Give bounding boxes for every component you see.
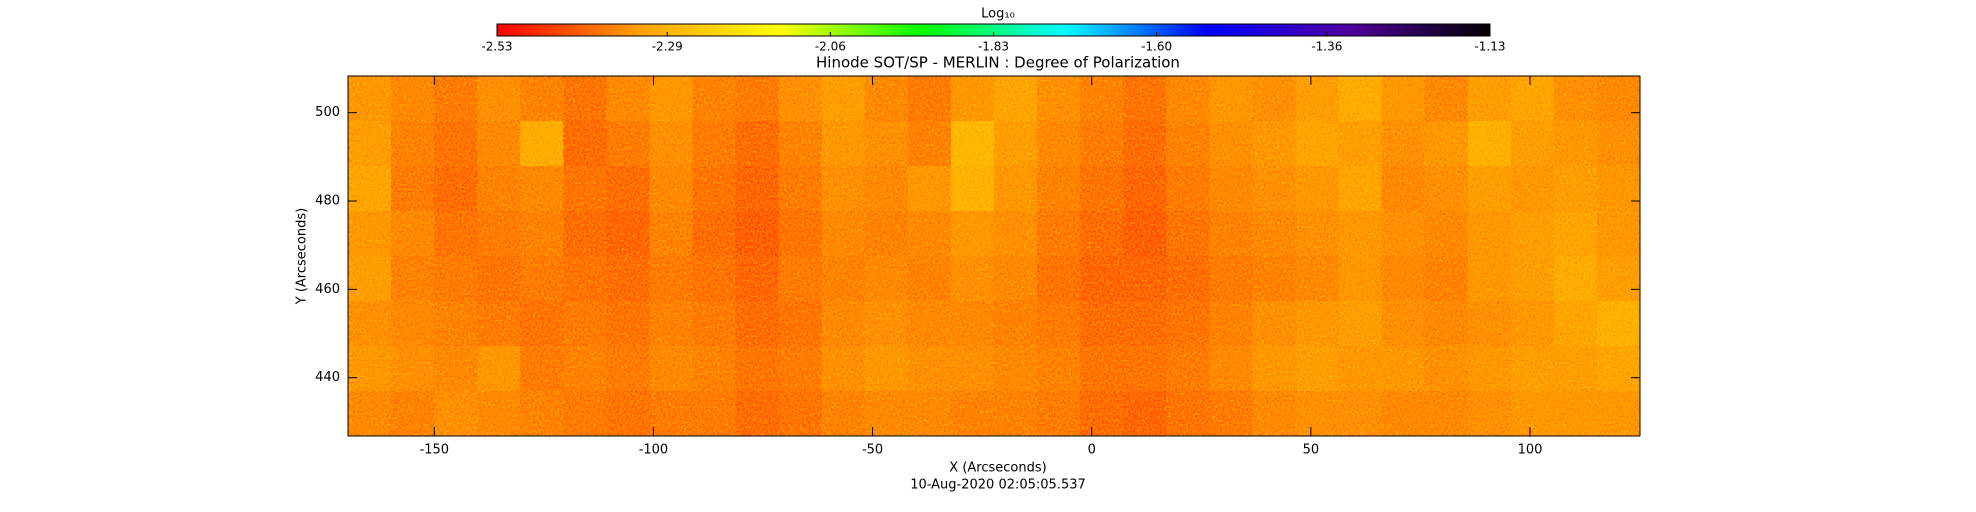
x-tick-label: -150 [420,443,450,458]
texture [348,76,1640,436]
colorbar-tick-label: -1.13 [1474,40,1505,54]
colorbar-tick-label: -2.53 [481,40,512,54]
colorbar-tick-label: -1.60 [1141,40,1172,54]
y-axis-label: Y (Arcseconds) [295,208,310,305]
y-tick-label: 460 [315,282,340,297]
x-tick-label: -100 [639,443,669,458]
y-tick-label: 440 [315,370,340,385]
y-tick-label: 500 [315,105,340,120]
colorbar-tick-label: -2.06 [815,40,846,54]
colorbar-label: Log₁₀ [981,7,1015,22]
x-tick-label: 50 [1303,443,1320,458]
y-tick-label: 480 [315,194,340,209]
x-tick-label: 100 [1518,443,1543,458]
colorbar-tick-label: -1.83 [978,40,1009,54]
plot-frame [347,75,1641,437]
chart-title: Hinode SOT/SP - MERLIN : Degree of Polar… [816,54,1180,72]
colorbar-tick-label: -1.36 [1311,40,1342,54]
x-tick-label: 0 [1088,443,1096,458]
colorbar-tick-label: -2.29 [652,40,683,54]
x-tick-label: -50 [862,443,883,458]
x-axis-label: X (Arcseconds) [949,461,1046,476]
timestamp: 10-Aug-2020 02:05:05.537 [910,478,1086,493]
